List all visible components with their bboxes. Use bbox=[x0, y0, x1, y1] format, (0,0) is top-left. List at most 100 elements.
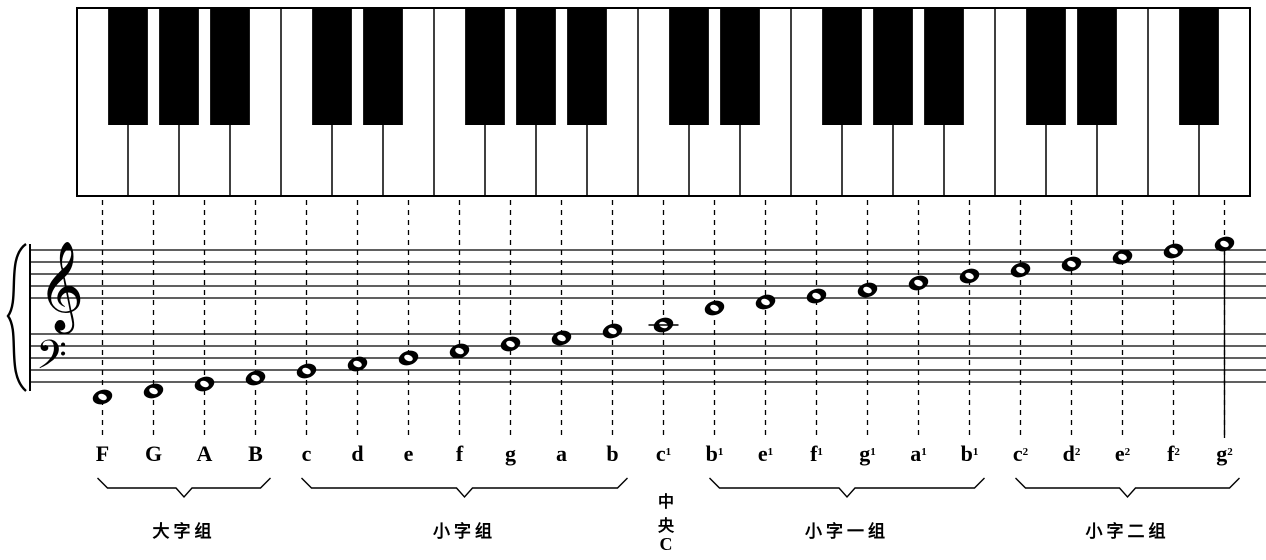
note-head-hole bbox=[353, 360, 362, 368]
note-head-hole bbox=[608, 327, 617, 335]
black-key bbox=[669, 8, 709, 125]
note-letter: c bbox=[1012, 441, 1023, 466]
black-key bbox=[516, 8, 556, 125]
note-label: A bbox=[185, 441, 225, 467]
note-label: b1 bbox=[695, 441, 735, 467]
note-head-hole bbox=[914, 279, 923, 287]
note-letter: b bbox=[705, 441, 718, 466]
group-bracket bbox=[301, 477, 628, 499]
note-label: e2 bbox=[1103, 441, 1143, 467]
note-head-hole bbox=[404, 354, 413, 362]
note-label: g bbox=[491, 441, 531, 467]
black-key bbox=[567, 8, 607, 125]
note-letter: a bbox=[556, 441, 567, 466]
grand-staff-brace bbox=[6, 243, 27, 392]
note-label: d2 bbox=[1052, 441, 1092, 467]
middle-c-char-3: C bbox=[659, 534, 673, 554]
note-head-hole bbox=[1118, 253, 1127, 261]
note-head-hole bbox=[812, 292, 821, 300]
note-label: e bbox=[389, 441, 429, 467]
black-key bbox=[822, 8, 862, 125]
note-letter: f bbox=[1167, 441, 1175, 466]
note-head-hole bbox=[200, 380, 209, 388]
black-key bbox=[363, 8, 403, 125]
note-letter: A bbox=[196, 441, 213, 466]
black-key bbox=[1026, 8, 1066, 125]
note-letter: g bbox=[859, 441, 871, 466]
note-octave-number: 1 bbox=[817, 446, 823, 458]
note-label: c2 bbox=[1001, 441, 1041, 467]
note-octave-number: 2 bbox=[1022, 446, 1029, 458]
note-letter: d bbox=[351, 441, 364, 466]
note-label: g2 bbox=[1205, 441, 1245, 467]
note-head-hole bbox=[710, 304, 719, 312]
black-key bbox=[210, 8, 250, 125]
note-label: f2 bbox=[1154, 441, 1194, 467]
note-octave-number: 1 bbox=[767, 446, 774, 458]
black-key bbox=[1179, 8, 1219, 125]
black-key bbox=[108, 8, 148, 125]
note-label: d bbox=[338, 441, 378, 467]
note-label: a1 bbox=[899, 441, 939, 467]
black-key bbox=[873, 8, 913, 125]
note-octave-number: 1 bbox=[972, 446, 979, 458]
note-letter: b bbox=[606, 441, 619, 466]
black-key bbox=[924, 8, 964, 125]
keyboard-frame bbox=[76, 7, 1251, 197]
note-label: B bbox=[236, 441, 276, 467]
note-head-hole bbox=[251, 374, 260, 382]
note-octave-number: 1 bbox=[717, 446, 724, 458]
note-head-hole bbox=[965, 272, 974, 280]
note-letter: e bbox=[403, 441, 414, 466]
black-key bbox=[720, 8, 760, 125]
note-octave-number: 2 bbox=[1227, 446, 1233, 458]
middle-c-char-1: 中 bbox=[657, 492, 674, 511]
note-letter: f bbox=[810, 441, 818, 466]
note-letter: c bbox=[655, 441, 666, 466]
note-octave-number: 2 bbox=[1124, 446, 1131, 458]
note-head-hole bbox=[149, 387, 158, 395]
note-label: b bbox=[593, 441, 633, 467]
note-label: c bbox=[287, 441, 327, 467]
note-octave-number: 1 bbox=[665, 446, 672, 458]
note-head-hole bbox=[557, 334, 566, 342]
note-label: G bbox=[134, 441, 174, 467]
note-label: F bbox=[83, 441, 123, 467]
note-letter: f bbox=[455, 441, 464, 466]
note-letter: c bbox=[301, 441, 312, 466]
note-letter: d bbox=[1062, 441, 1075, 466]
group-bracket bbox=[97, 477, 271, 499]
note-head-hole bbox=[1016, 266, 1025, 274]
note-head-hole bbox=[1169, 247, 1178, 255]
note-head-hole bbox=[761, 298, 770, 306]
note-letter: b bbox=[960, 441, 973, 466]
note-label: e1 bbox=[746, 441, 786, 467]
note-head-hole bbox=[302, 367, 311, 375]
middle-c-char-2: 央 bbox=[657, 516, 674, 535]
note-octave-number: 1 bbox=[870, 446, 876, 458]
note-octave-number: 1 bbox=[921, 446, 927, 458]
bass-clef: 𝄢 bbox=[36, 332, 67, 388]
note-label: g1 bbox=[848, 441, 888, 467]
note-head-hole bbox=[455, 347, 464, 355]
note-letter: a bbox=[910, 441, 922, 466]
note-letter: B bbox=[248, 441, 263, 466]
treble-clef: 𝄞 bbox=[38, 241, 84, 335]
group-bracket bbox=[709, 477, 985, 499]
note-letter: e bbox=[1114, 441, 1125, 466]
black-key bbox=[312, 8, 352, 125]
note-letter: F bbox=[95, 441, 110, 466]
note-label: f1 bbox=[797, 441, 837, 467]
group-label: 大字组 bbox=[152, 522, 216, 542]
note-letter: G bbox=[144, 441, 163, 466]
group-bracket bbox=[1015, 477, 1240, 499]
note-letter: e bbox=[757, 441, 768, 466]
note-head-hole bbox=[863, 286, 872, 294]
group-label: 小字二组 bbox=[1085, 522, 1170, 542]
note-head-hole bbox=[1220, 240, 1229, 248]
note-octave-number: 2 bbox=[1074, 446, 1081, 458]
note-head-hole bbox=[506, 340, 515, 348]
note-label: c1 bbox=[644, 441, 684, 467]
